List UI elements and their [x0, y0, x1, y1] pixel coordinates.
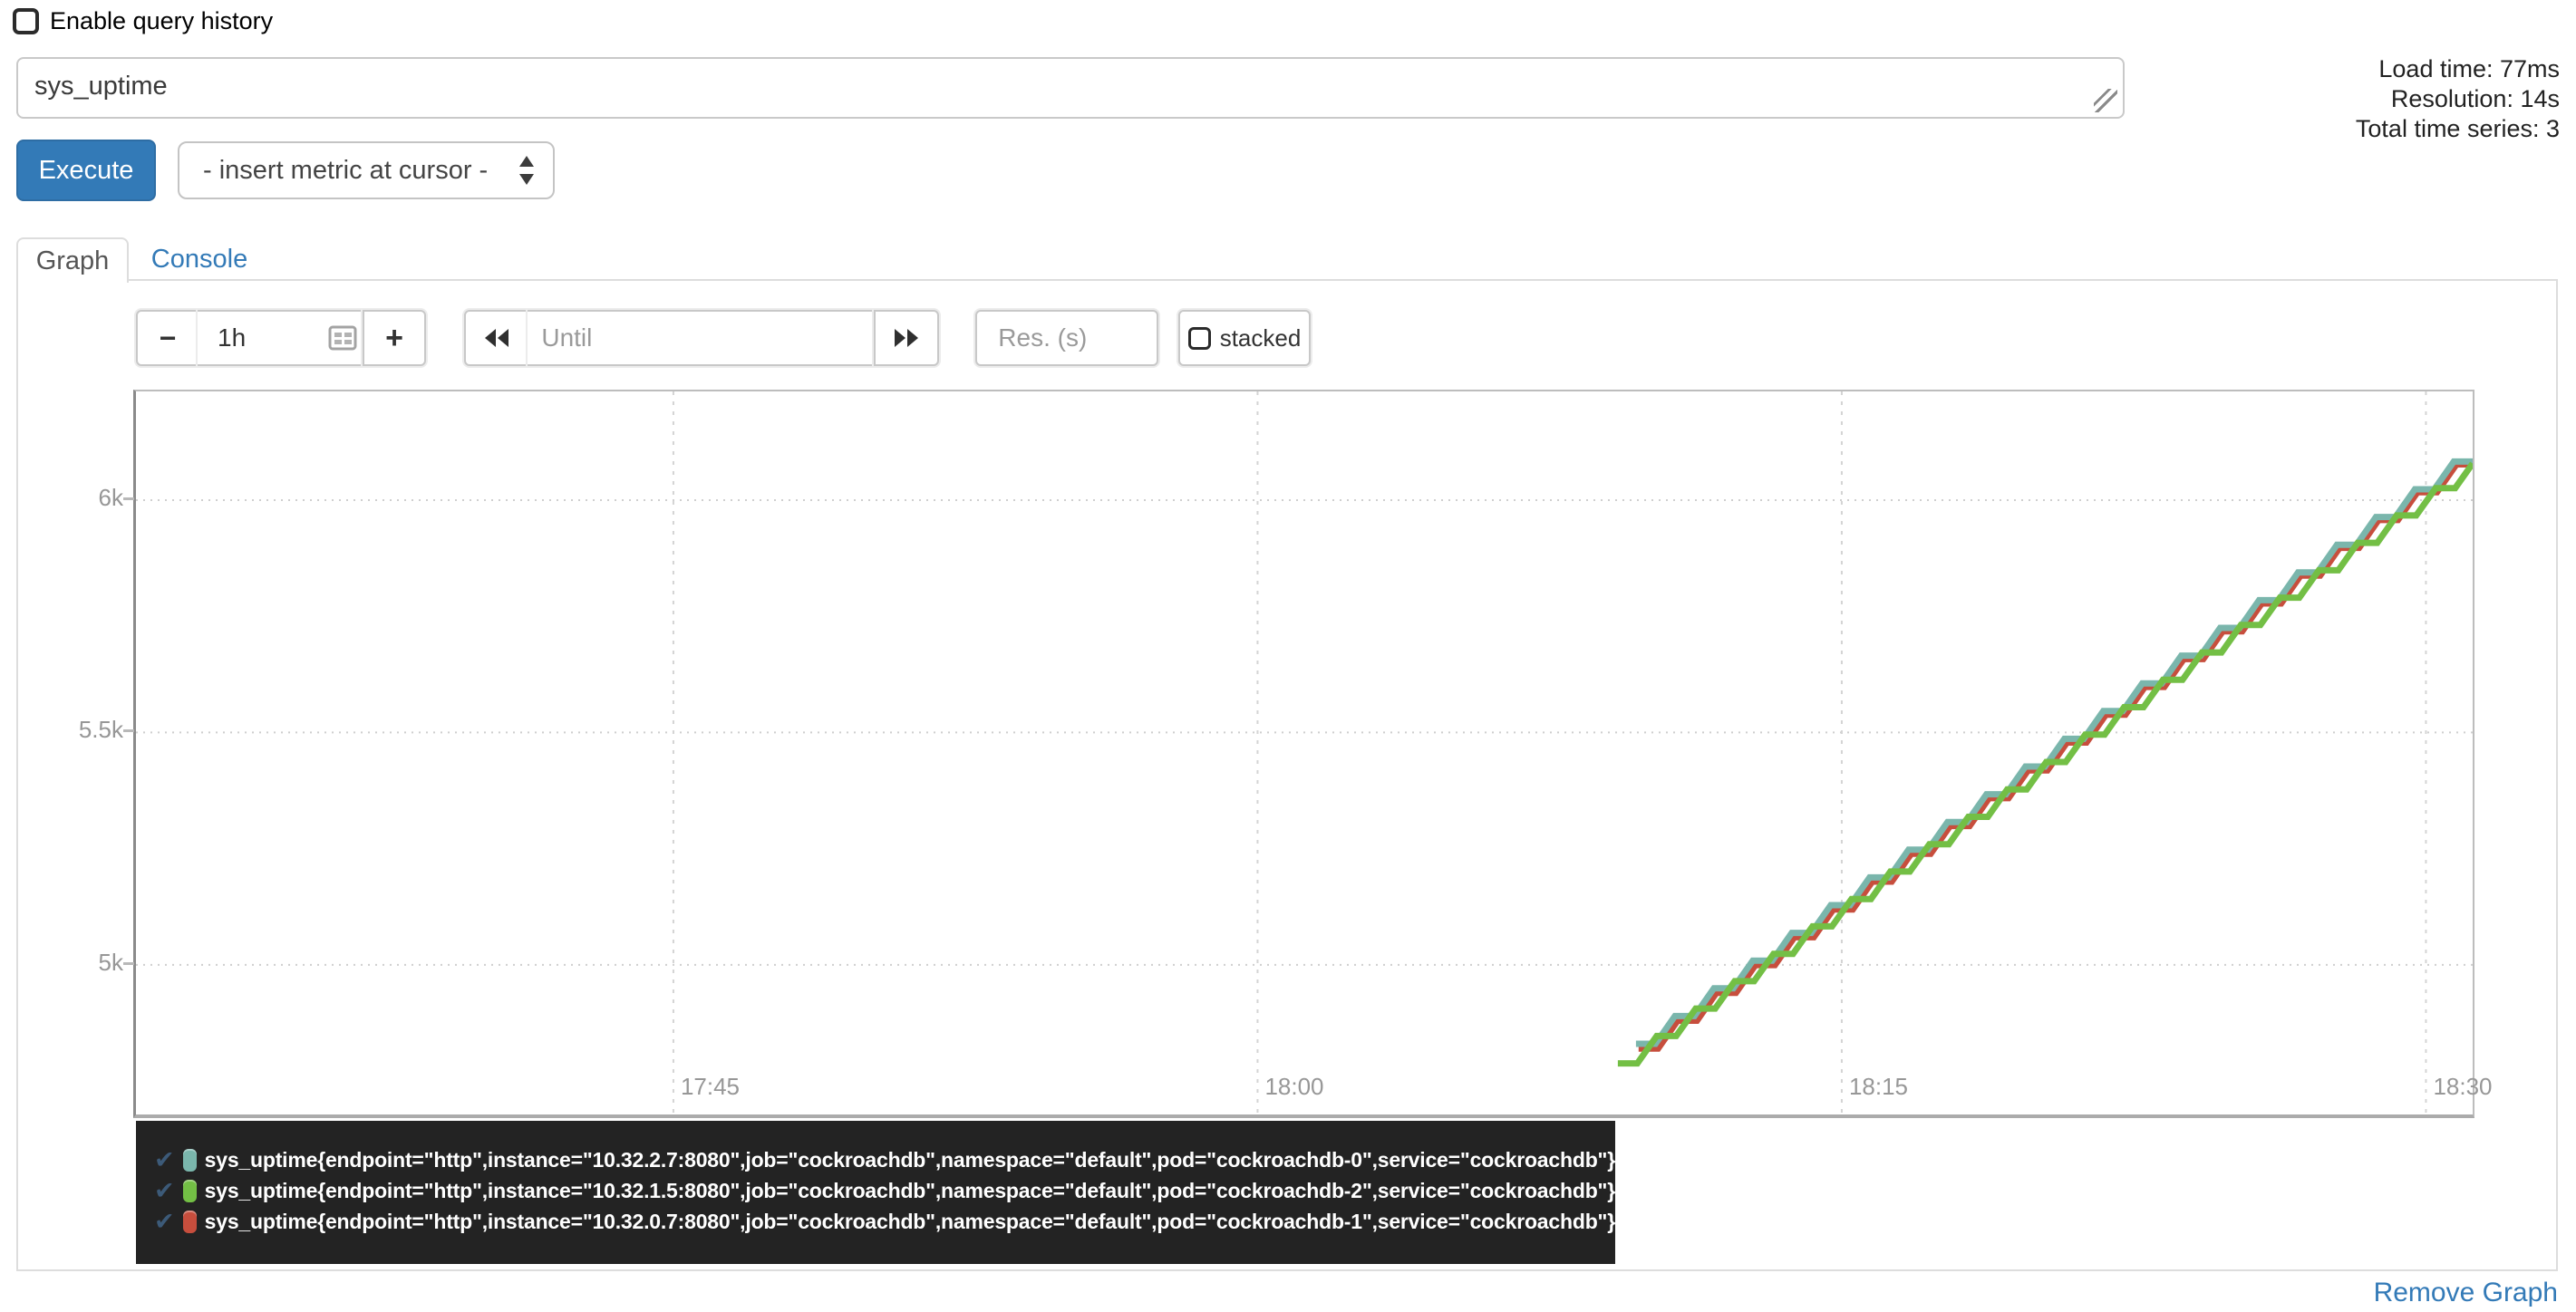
legend-swatch [182, 1148, 197, 1172]
y-tick-label: 5k [98, 948, 123, 976]
legend-series-name: sys_uptime{endpoint="http",instance="10.… [204, 1178, 1616, 1202]
legend-item[interactable]: ✔ sys_uptime{endpoint="http",instance="10… [154, 1206, 1615, 1237]
resolution: Resolution: 14s [2390, 85, 2560, 112]
legend-check-icon[interactable]: ✔ [154, 1145, 175, 1173]
tabbar-underline [16, 279, 2558, 281]
total-time-series: Total time series: 3 [2355, 115, 2560, 142]
fast-forward-icon [895, 329, 918, 347]
enable-query-history[interactable]: Enable query history [13, 7, 273, 35]
x-tick-label: 18:00 [1264, 1073, 1324, 1100]
resolution-input-wrap [975, 310, 1158, 366]
query-input[interactable]: sys_uptime [16, 57, 2125, 119]
time-forward-button[interactable] [874, 310, 939, 366]
legend-series-name: sys_uptime{endpoint="http",instance="10.… [204, 1209, 1616, 1233]
series-line [1617, 461, 2473, 1067]
query-history-checkbox[interactable] [13, 8, 39, 34]
query-stats: Load time: 77ms Resolution: 14s Total ti… [2356, 54, 2560, 144]
load-time: Load time: 77ms [2378, 55, 2560, 82]
resolution-input[interactable] [996, 323, 1152, 353]
x-tick-label: 17:45 [680, 1073, 741, 1100]
y-tick-label: 5.5k [78, 716, 123, 744]
execute-button[interactable]: Execute [16, 140, 156, 201]
tab-console[interactable]: Console [150, 244, 248, 274]
legend-item[interactable]: ✔ sys_uptime{endpoint="http",instance="10… [154, 1144, 1615, 1175]
y-tick-mark [123, 497, 134, 500]
metric-select-value: - insert metric at cursor - [203, 155, 489, 185]
chart-legend: ✔ sys_uptime{endpoint="http",instance="10… [136, 1121, 1615, 1264]
legend-swatch [182, 1179, 197, 1202]
select-updown-icon [519, 156, 534, 185]
time-back-button[interactable] [464, 310, 529, 366]
range-increase-button[interactable]: + [363, 310, 426, 366]
legend-series-name: sys_uptime{endpoint="http",instance="10.… [204, 1147, 1616, 1172]
range-input[interactable] [216, 323, 319, 353]
series-line [1638, 461, 2473, 1052]
legend-swatch [182, 1210, 197, 1233]
chart-canvas [136, 391, 2473, 1114]
until-input[interactable] [539, 323, 864, 353]
range-input-wrap [198, 310, 364, 366]
calendar-icon[interactable] [328, 325, 357, 351]
range-decrease-button[interactable]: − [136, 310, 199, 366]
metric-select[interactable]: - insert metric at cursor - [178, 141, 555, 199]
y-tick-label: 6k [98, 484, 123, 511]
legend-check-icon[interactable]: ✔ [154, 1176, 175, 1204]
tab-graph[interactable]: Graph [16, 237, 129, 283]
legend-item[interactable]: ✔ sys_uptime{endpoint="http",instance="10… [154, 1175, 1615, 1206]
until-input-wrap [528, 310, 876, 366]
chart-plot-area[interactable] [133, 390, 2474, 1118]
stacked-label: stacked [1219, 323, 1302, 352]
remove-graph-link[interactable]: Remove Graph [2373, 1278, 2558, 1307]
legend-check-icon[interactable]: ✔ [154, 1207, 175, 1235]
query-history-label: Enable query history [50, 7, 274, 34]
textarea-resize-handle[interactable] [2094, 89, 2117, 112]
stacked-checkbox[interactable] [1187, 326, 1211, 350]
rewind-icon [485, 329, 508, 347]
stacked-toggle[interactable]: stacked [1178, 310, 1311, 366]
y-tick-mark [123, 961, 134, 965]
y-tick-mark [123, 729, 134, 733]
x-tick-label: 18:30 [2433, 1073, 2493, 1100]
x-tick-label: 18:15 [1848, 1073, 1909, 1100]
